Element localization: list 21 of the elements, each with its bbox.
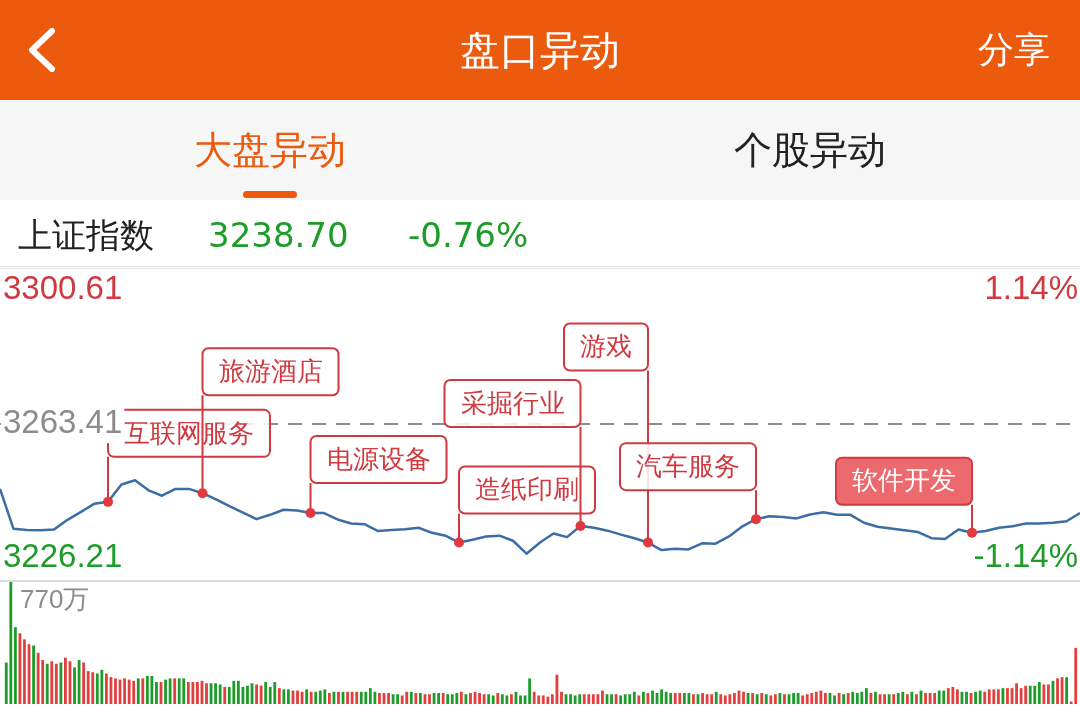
chart-subtitle: 上证指数: [18, 214, 154, 257]
text: 个股异动: [733, 127, 887, 174]
y-tick-label: 3226.21: [3, 537, 123, 575]
y-tick-label: 3300.61: [3, 269, 123, 307]
text: 大盘异动: [193, 127, 347, 174]
annotation: 游戏: [580, 331, 632, 362]
y2-tick-label: -1.14%: [973, 537, 1078, 575]
annotation: 汽车服务: [636, 450, 740, 481]
annotation: 互联网服务: [124, 417, 254, 448]
annotation: 电源设备: [326, 443, 431, 474]
annotation: 造纸印刷: [475, 474, 579, 505]
annotation: 770万: [20, 584, 90, 615]
y2-tick-label: 1.14%: [984, 269, 1078, 307]
annotation: 旅游酒店: [218, 355, 323, 386]
annotation: 软件开发: [852, 465, 956, 496]
y-tick-label: 3263.41: [3, 403, 123, 441]
chart-title: 盘口异动: [460, 27, 620, 73]
text: 分享: [978, 28, 1050, 72]
text: 3238.70: [208, 214, 349, 257]
text: -0.76%: [408, 214, 529, 257]
annotation: 采掘行业: [460, 387, 565, 418]
